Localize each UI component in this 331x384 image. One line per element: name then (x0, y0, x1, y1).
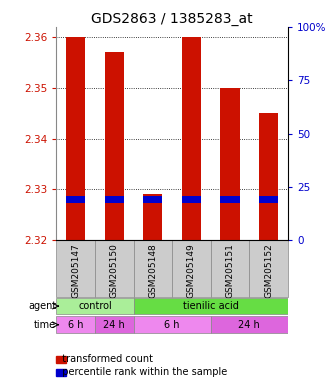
Bar (211, 240, 249, 297)
Text: GSM205147: GSM205147 (71, 243, 80, 298)
Bar (95, 316, 133, 333)
Text: GSM205151: GSM205151 (225, 243, 235, 298)
Bar (56, 298, 133, 314)
Text: GSM205150: GSM205150 (110, 243, 119, 298)
Text: 6 h: 6 h (165, 320, 180, 330)
Bar (56, 240, 95, 297)
Text: GSM205149: GSM205149 (187, 243, 196, 298)
Bar (105, 196, 124, 203)
Bar (211, 316, 288, 333)
Bar (220, 196, 240, 203)
Bar (56, 316, 95, 333)
Bar (105, 52, 124, 240)
Bar (143, 196, 163, 203)
Text: time: time (34, 320, 56, 330)
Text: GSM205152: GSM205152 (264, 243, 273, 298)
Bar (249, 240, 288, 297)
Bar (143, 194, 163, 240)
Bar (259, 196, 278, 203)
Bar (182, 196, 201, 203)
Bar (133, 316, 211, 333)
Title: GDS2863 / 1385283_at: GDS2863 / 1385283_at (91, 12, 253, 26)
Text: control: control (78, 301, 112, 311)
Bar (66, 196, 85, 203)
Bar (66, 37, 85, 240)
Text: percentile rank within the sample: percentile rank within the sample (56, 367, 227, 377)
Bar (182, 37, 201, 240)
Text: agent: agent (28, 301, 56, 311)
Bar (220, 88, 240, 240)
Text: GSM205148: GSM205148 (148, 243, 157, 298)
Bar (172, 240, 211, 297)
Text: 24 h: 24 h (103, 320, 125, 330)
Text: tienilic acid: tienilic acid (183, 301, 239, 311)
Bar (133, 298, 288, 314)
Text: transformed count: transformed count (56, 354, 153, 364)
Bar (259, 113, 278, 240)
Bar (133, 240, 172, 297)
Text: 24 h: 24 h (238, 320, 260, 330)
Bar (95, 240, 133, 297)
Text: 6 h: 6 h (68, 320, 83, 330)
